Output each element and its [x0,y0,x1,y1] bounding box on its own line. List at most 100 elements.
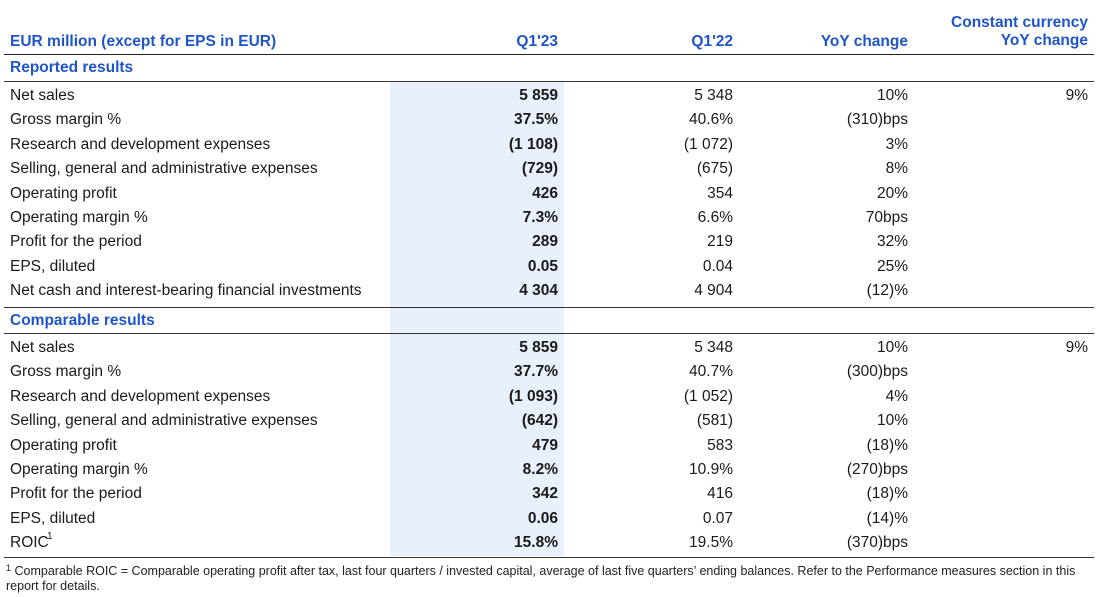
table-row: Operating profit 426 354 20% [0,182,1094,206]
table-row: Selling, general and administrative expe… [0,409,1094,433]
row-label: Gross margin % [10,363,122,381]
value-yoy: 10% [876,412,908,430]
value-constant-currency: 9% [1065,87,1088,104]
value-q122: 4 904 [694,282,733,300]
value-q122: 416 [707,485,733,503]
table-row: Operating margin % 7.3% 6.6% 70bps [0,206,1094,230]
row-label: Operating profit [10,436,117,454]
row-label: Profit for the period [10,233,142,251]
footnote: 1 Comparable ROIC = Comparable operating… [6,564,1100,594]
value-q123: (642) [521,412,558,430]
value-q122: 40.6% [689,111,733,129]
value-q122: 19.5% [689,534,733,552]
section-rule-comparable [4,333,1094,334]
row-label: Net sales [10,339,75,356]
row-label: Net sales [10,87,75,104]
value-yoy: 3% [885,135,908,153]
value-yoy: 70bps [865,209,908,226]
value-yoy: (14)% [866,509,908,527]
value-q123: 342 [532,485,558,503]
row-label: Operating profit [10,184,117,202]
value-q122: 6.6% [697,209,733,226]
value-q123: 4 304 [519,282,558,300]
row-label: Net cash and interest-bearing financial … [10,282,362,300]
table-row: Net cash and interest-bearing financial … [0,279,1094,303]
value-yoy: (300)bps [846,363,908,381]
value-yoy: (270)bps [846,461,908,478]
row-label: Research and development expenses [10,135,271,153]
value-q123: 8.2% [522,461,558,478]
value-yoy: (18)% [866,485,908,503]
table-row: Operating profit 479 583 (18)% [0,434,1094,458]
row-label: Operating margin % [10,209,148,226]
row-label: Operating margin % [10,461,148,478]
row-label: ROIC [10,534,49,552]
value-q122: 0.04 [702,257,733,275]
value-q123: 0.05 [527,257,558,275]
row-label: Selling, general and administrative expe… [10,412,318,430]
section-rule-reported [4,81,1094,82]
value-q122: 354 [707,184,733,202]
value-q123: (729) [521,160,558,178]
value-q123: (1 093) [508,387,558,405]
value-constant-currency: 9% [1065,339,1088,356]
table-row: Net sales 5 859 5 348 10% 9% [0,84,1094,108]
row-label: Profit for the period [10,485,142,503]
value-q123: 0.06 [527,509,558,527]
value-yoy: 10% [876,339,908,356]
table-row: Gross margin % 37.5% 40.6% (310)bps [0,108,1094,132]
value-q123: 7.3% [522,209,558,226]
table-row: Net sales 5 859 5 348 10% 9% [0,336,1094,360]
value-q123: 289 [532,233,558,251]
value-q122: 10.9% [689,461,733,478]
header-yoy: YoY change [820,33,908,50]
value-yoy: 4% [885,387,908,405]
table-row: Gross margin % 37.7% 40.7% (300)bps [0,360,1094,384]
value-q122: (1 072) [683,135,733,153]
value-q122: (581) [696,412,733,430]
table-row: EPS, diluted 0.05 0.04 25% [0,255,1094,279]
value-q122: 40.7% [689,363,733,381]
value-yoy: 25% [876,257,908,275]
table-row: Research and development expenses (1 108)… [0,133,1094,157]
row-label: Gross margin % [10,111,122,129]
table-row: Operating margin % 8.2% 10.9% (270)bps [0,458,1094,482]
table-bottom-rule [4,557,1094,558]
value-yoy: 20% [876,184,908,202]
section-title-reported: Reported results [10,59,134,76]
value-q123: 5 859 [519,339,558,356]
row-label: EPS, diluted [10,257,96,275]
header-q122: Q1'22 [691,33,733,50]
value-q122: 219 [707,233,733,251]
value-q123: 15.8% [514,534,558,552]
table-row: Profit for the period 342 416 (18)% [0,482,1094,506]
roic-footnote-marker: 1 [47,531,53,543]
value-q123: 5 859 [519,87,558,104]
footnote-marker: 1 [6,563,12,573]
section-divider [4,307,1094,308]
value-q123: 426 [532,184,558,202]
header-label: EUR million (except for EPS in EUR) [10,33,277,50]
value-q122: 5 348 [694,339,733,356]
table-row: Profit for the period 289 219 32% [0,230,1094,254]
value-q122: 5 348 [694,87,733,104]
header-rule [4,54,1094,55]
constant-currency-header: Constant currency YoY change [951,14,1088,49]
table-row: Research and development expenses (1 093)… [0,385,1094,409]
q123-column-highlight [390,82,564,556]
value-yoy: 32% [876,233,908,251]
value-q122: (1 052) [683,387,733,405]
table-header-row: EUR million (except for EPS in EUR) Q1'2… [0,30,1094,54]
value-yoy: (18)% [866,436,908,454]
section-title-comparable: Comparable results [10,312,155,329]
value-yoy: (370)bps [846,534,908,552]
row-label: Selling, general and administrative expe… [10,160,318,178]
value-q122: (675) [696,160,733,178]
table-row: Selling, general and administrative expe… [0,157,1094,181]
header-q123: Q1'23 [516,33,558,50]
row-label: EPS, diluted [10,509,96,527]
value-q122: 0.07 [702,509,733,527]
value-yoy: 8% [885,160,908,178]
value-q123: 479 [532,436,558,454]
value-q123: 37.5% [514,111,558,129]
